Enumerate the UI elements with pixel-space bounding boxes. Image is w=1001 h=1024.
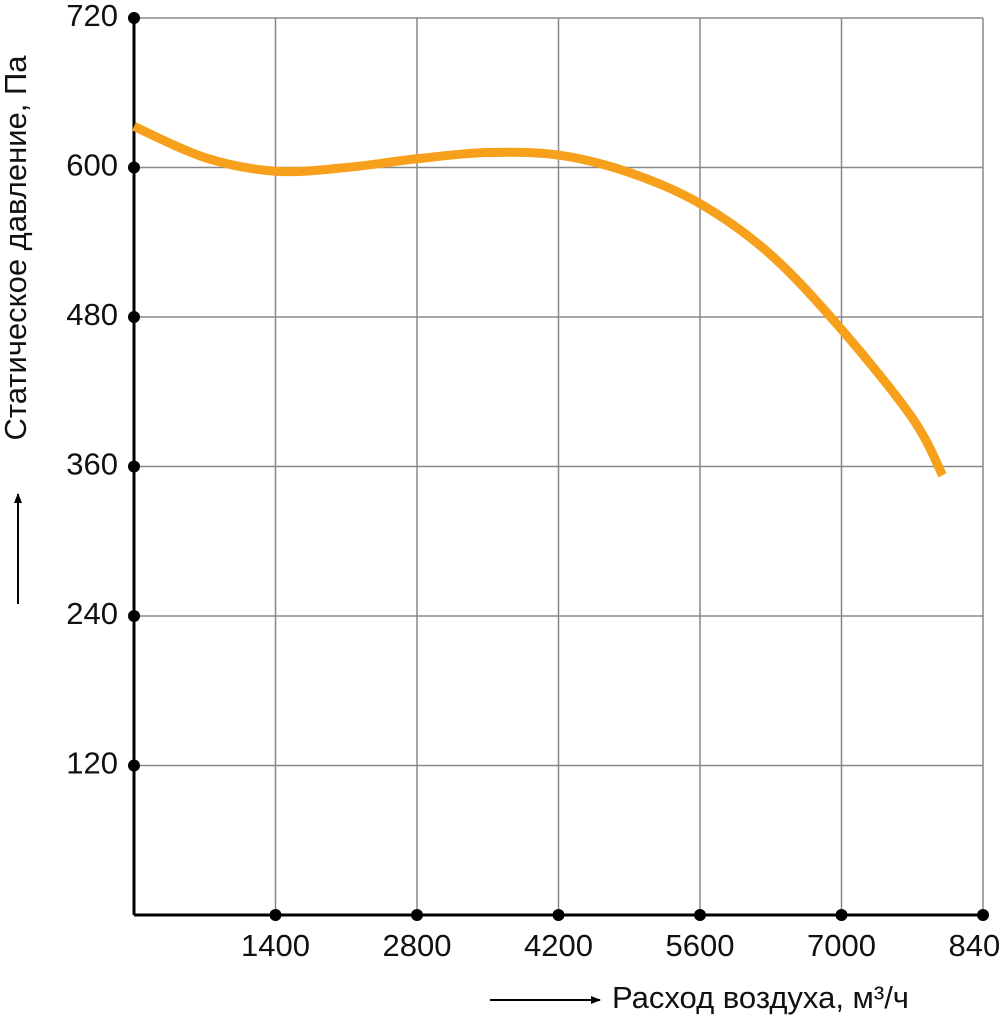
- x-tick-label: 8400: [949, 928, 1001, 963]
- tick-dot: [128, 12, 140, 24]
- tick-dot: [128, 460, 140, 473]
- x-axis-title: Расход воздуха, м³/ч: [612, 980, 909, 1015]
- y-tick-label: 600: [66, 148, 118, 183]
- tick-dot: [411, 909, 423, 921]
- y-axis-title: Статическое давление, Па: [0, 55, 33, 441]
- x-tick-label: 7000: [807, 928, 876, 963]
- tick-dot: [269, 909, 282, 921]
- tick-dot: [128, 311, 140, 323]
- x-tick-label: 2800: [383, 928, 452, 963]
- y-tick-label: 240: [66, 596, 118, 631]
- y-tick-label: 720: [66, 0, 118, 33]
- y-tick-label: 120: [66, 746, 118, 781]
- x-tick-label: 5600: [666, 928, 735, 963]
- x-tick-label: 4200: [524, 928, 593, 963]
- tick-dot: [128, 610, 140, 622]
- tick-dot: [694, 909, 706, 921]
- tick-dot: [552, 909, 565, 921]
- tick-dot: [977, 909, 989, 921]
- tick-dot: [835, 909, 848, 921]
- y-tick-label: 360: [66, 447, 118, 482]
- data-line: [132, 122, 947, 478]
- tick-dot: [128, 161, 140, 174]
- y-tick-label: 480: [66, 297, 118, 332]
- x-tick-label: 1400: [241, 928, 310, 963]
- tick-dot: [128, 759, 140, 772]
